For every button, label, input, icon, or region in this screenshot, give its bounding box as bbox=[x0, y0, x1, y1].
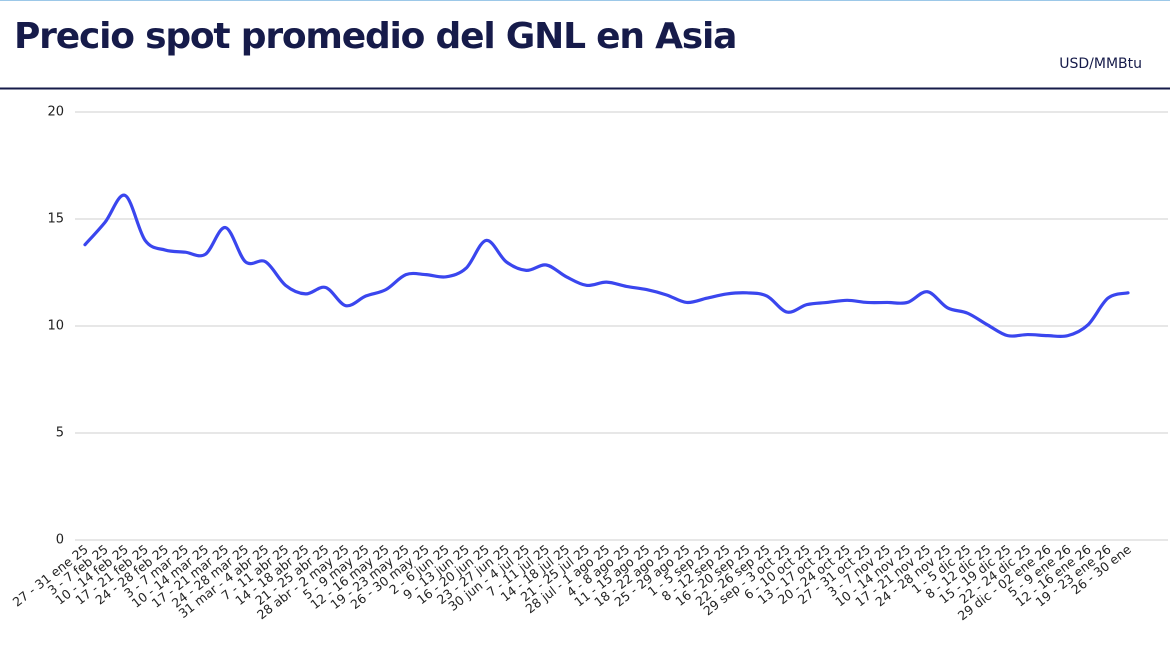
y-tick-label: 20 bbox=[47, 105, 64, 120]
y-tick-label: 0 bbox=[56, 533, 64, 548]
y-tick-label: 5 bbox=[56, 426, 64, 441]
data-line bbox=[83, 193, 1130, 339]
y-tick-label: 10 bbox=[47, 319, 64, 334]
unit-label: USD/MMBtu bbox=[1059, 56, 1142, 72]
chart-title: Precio spot promedio del GNL en Asia bbox=[14, 16, 736, 57]
y-tick-label: 15 bbox=[47, 212, 64, 227]
